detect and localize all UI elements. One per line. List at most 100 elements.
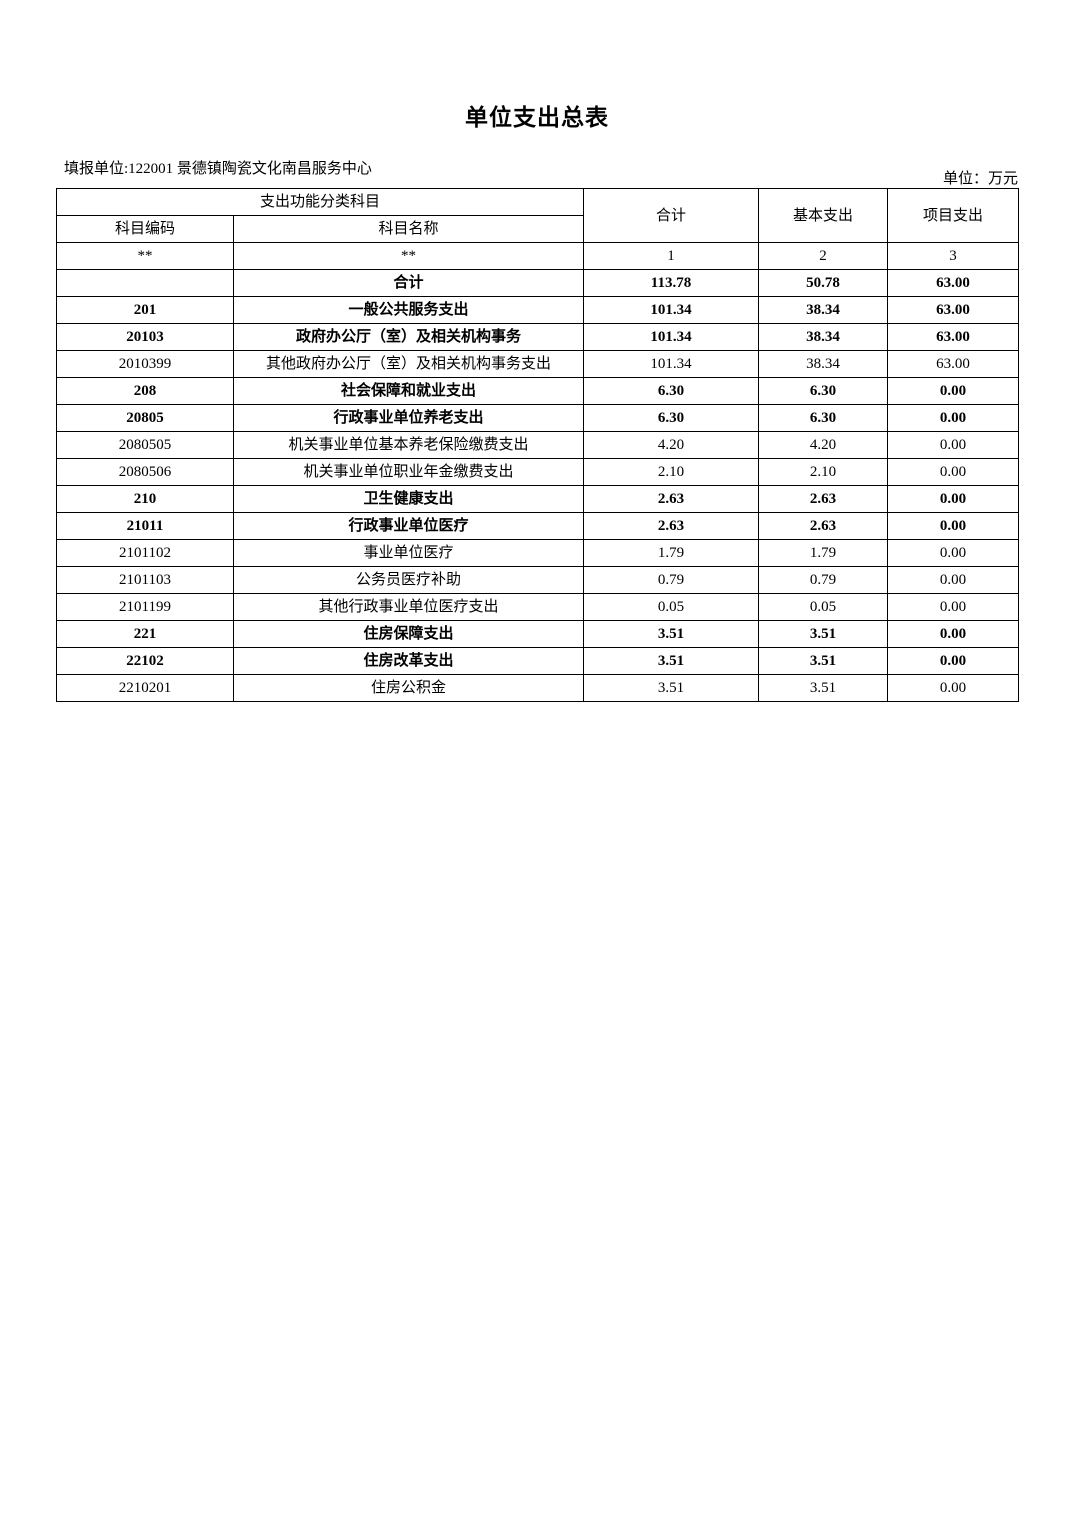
table-row: 201 一般公共服务支出 101.34 38.34 63.00 (56, 296, 1019, 324)
cell-subject-name: 机关事业单位基本养老保险缴费支出 (233, 431, 584, 459)
table-row: 22102 住房改革支出 3.51 3.51 0.00 (56, 647, 1019, 675)
table-row: 合计 113.78 50.78 63.00 (56, 269, 1019, 297)
table-header-row-group: 支出功能分类科目 合计 基本支出 项目支出 (56, 188, 1019, 243)
cell-total: 101.34 (583, 296, 759, 324)
cell-subject-code: 221 (56, 620, 234, 648)
table-row: 208 社会保障和就业支出 6.30 6.30 0.00 (56, 377, 1019, 405)
cell-subject-name: 住房改革支出 (233, 647, 584, 675)
header-project-expenditure: 项目支出 (887, 188, 1019, 243)
cell-basic-expenditure: 38.34 (758, 323, 888, 351)
cell-basic-expenditure: 3.51 (758, 647, 888, 675)
cell-subject-name: 卫生健康支出 (233, 485, 584, 513)
cell-total: 2.10 (583, 458, 759, 486)
table-column-index-row: ** ** 1 2 3 (56, 242, 1019, 270)
cell-total: 4.20 (583, 431, 759, 459)
header-total: 合计 (583, 188, 759, 243)
table-body: 支出功能分类科目 合计 基本支出 项目支出 科目编码 科目名称 ** ** 1 … (56, 188, 1019, 702)
cell-total: 2.63 (583, 512, 759, 540)
cell-basic-expenditure: 38.34 (758, 350, 888, 378)
currency-unit-label: 单位：万元 (942, 171, 1018, 187)
table-row: 21011 行政事业单位医疗 2.63 2.63 0.00 (56, 512, 1019, 540)
cell-project-expenditure: 0.00 (887, 647, 1019, 675)
cell-total: 113.78 (583, 269, 759, 297)
table-row: 2210201 住房公积金 3.51 3.51 0.00 (56, 674, 1019, 702)
cell-subject-code: 22102 (56, 647, 234, 675)
cell-subject-code: 2210201 (56, 674, 234, 702)
header-basic-expenditure: 基本支出 (758, 188, 888, 243)
cell-subject-name: 其他行政事业单位医疗支出 (233, 593, 584, 621)
cell-total: 3.51 (583, 674, 759, 702)
table-row: 2101103 公务员医疗补助 0.79 0.79 0.00 (56, 566, 1019, 594)
cell-basic-expenditure: 2.63 (758, 485, 888, 513)
header-subject-code: 科目编码 (56, 215, 234, 243)
cell-subject-name: 合计 (233, 269, 584, 297)
cell-project-expenditure: 63.00 (887, 269, 1019, 297)
header-subject-name: 科目名称 (233, 215, 584, 243)
header-function-category-group: 支出功能分类科目 (56, 188, 584, 216)
cell-subject-name: 社会保障和就业支出 (233, 377, 584, 405)
table-row: 20805 行政事业单位养老支出 6.30 6.30 0.00 (56, 404, 1019, 432)
table-row: 221 住房保障支出 3.51 3.51 0.00 (56, 620, 1019, 648)
index-total: 1 (583, 242, 759, 270)
cell-project-expenditure: 0.00 (887, 377, 1019, 405)
cell-project-expenditure: 63.00 (887, 296, 1019, 324)
cell-subject-name: 政府办公厅（室）及相关机构事务 (233, 323, 584, 351)
cell-project-expenditure: 0.00 (887, 512, 1019, 540)
cell-total: 101.34 (583, 323, 759, 351)
index-project: 3 (887, 242, 1019, 270)
cell-total: 1.79 (583, 539, 759, 567)
table-row: 2010399 其他政府办公厅（室）及相关机构事务支出 101.34 38.34 63.… (56, 350, 1019, 378)
cell-total: 2.63 (583, 485, 759, 513)
cell-subject-code: 2101199 (56, 593, 234, 621)
cell-project-expenditure: 0.00 (887, 404, 1019, 432)
cell-subject-name: 公务员医疗补助 (233, 566, 584, 594)
index-subject-name: ** (233, 242, 584, 270)
cell-subject-code (56, 269, 234, 297)
cell-total: 6.30 (583, 377, 759, 405)
cell-total: 3.51 (583, 620, 759, 648)
page-title: 单位支出总表 (465, 105, 609, 130)
cell-project-expenditure: 0.00 (887, 566, 1019, 594)
table-row: 2080506 机关事业单位职业年金缴费支出 2.10 2.10 0.00 (56, 458, 1019, 486)
index-basic: 2 (758, 242, 888, 270)
cell-basic-expenditure: 1.79 (758, 539, 888, 567)
cell-basic-expenditure: 3.51 (758, 620, 888, 648)
cell-basic-expenditure: 4.20 (758, 431, 888, 459)
cell-subject-code: 20805 (56, 404, 234, 432)
cell-basic-expenditure: 0.79 (758, 566, 888, 594)
cell-subject-code: 2080506 (56, 458, 234, 486)
table-row: 2101199 其他行政事业单位医疗支出 0.05 0.05 0.00 (56, 593, 1019, 621)
cell-basic-expenditure: 6.30 (758, 404, 888, 432)
table-row: 2080505 机关事业单位基本养老保险缴费支出 4.20 4.20 0.00 (56, 431, 1019, 459)
cell-total: 101.34 (583, 350, 759, 378)
cell-project-expenditure: 0.00 (887, 620, 1019, 648)
table-header-row-sub: 科目编码 科目名称 (56, 215, 1019, 243)
cell-basic-expenditure: 3.51 (758, 674, 888, 702)
cell-subject-name: 住房公积金 (233, 674, 584, 702)
cell-basic-expenditure: 50.78 (758, 269, 888, 297)
cell-subject-name: 行政事业单位医疗 (233, 512, 584, 540)
cell-basic-expenditure: 2.63 (758, 512, 888, 540)
cell-total: 0.05 (583, 593, 759, 621)
cell-project-expenditure: 0.00 (887, 485, 1019, 513)
cell-subject-name: 机关事业单位职业年金缴费支出 (233, 458, 584, 486)
cell-project-expenditure: 0.00 (887, 539, 1019, 567)
cell-subject-code: 2080505 (56, 431, 234, 459)
cell-subject-code: 2010399 (56, 350, 234, 378)
cell-project-expenditure: 0.00 (887, 593, 1019, 621)
cell-basic-expenditure: 38.34 (758, 296, 888, 324)
cell-subject-name: 事业单位医疗 (233, 539, 584, 567)
cell-project-expenditure: 63.00 (887, 350, 1019, 378)
cell-subject-code: 2101102 (56, 539, 234, 567)
cell-basic-expenditure: 0.05 (758, 593, 888, 621)
table-row: 20103 政府办公厅（室）及相关机构事务 101.34 38.34 63.00 (56, 323, 1019, 351)
table-row: 210 卫生健康支出 2.63 2.63 0.00 (56, 485, 1019, 513)
cell-total: 0.79 (583, 566, 759, 594)
reporting-unit-label: 填报单位:122001 景德镇陶瓷文化南昌服务中心 (64, 161, 372, 177)
cell-subject-code: 21011 (56, 512, 234, 540)
cell-project-expenditure: 0.00 (887, 674, 1019, 702)
cell-subject-name: 其他政府办公厅（室）及相关机构事务支出 (233, 350, 584, 378)
cell-subject-code: 208 (56, 377, 234, 405)
cell-total: 3.51 (583, 647, 759, 675)
cell-total: 6.30 (583, 404, 759, 432)
